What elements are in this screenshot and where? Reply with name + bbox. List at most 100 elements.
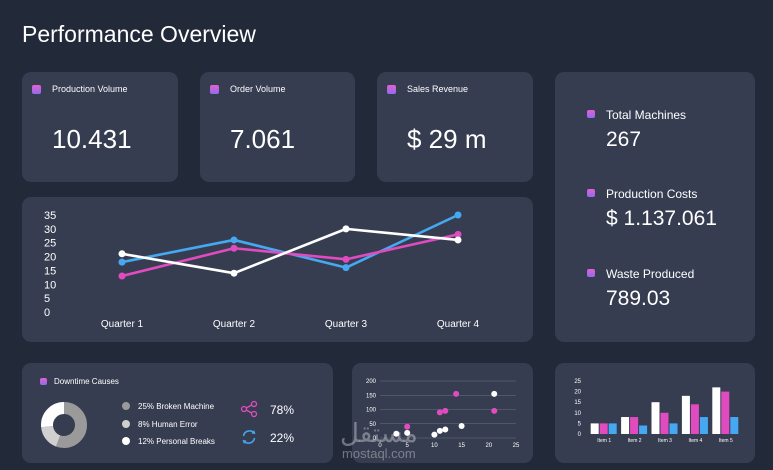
data-point-blue: [342, 264, 350, 272]
legend-item: 25% Broken Machine: [122, 402, 214, 411]
kpi-value: 10.431: [52, 124, 132, 154]
square-icon: [587, 110, 595, 118]
scatter-card[interactable]: 0 50 100 150 200 0 5 10 15 20 25: [352, 363, 533, 463]
y-tick-label: 0: [44, 307, 50, 319]
bar-blue: [608, 423, 617, 434]
scatter-point-pink: [436, 409, 443, 416]
x-tick-label: Quarter 2: [213, 319, 256, 330]
y-tick-label: 150: [366, 393, 377, 399]
summary-value: 267: [606, 128, 642, 151]
kpi-value: 7.061: [230, 124, 296, 154]
bar-chart: 0 5 10 15 20 25 Item 1 Item 2 Item 3 Item 4 Item 5: [574, 379, 739, 444]
scatter-point-white: [458, 423, 465, 430]
summary-value: $ 1.137.061: [606, 207, 717, 230]
data-point-blue: [454, 211, 462, 219]
y-tick-label: 200: [366, 379, 377, 385]
summary-card[interactable]: Total Machines 267 Production Costs $ 1.…: [555, 72, 755, 342]
legend-dot: [122, 437, 130, 445]
kpi-card-order-volume[interactable]: Order Volume 7.061: [200, 72, 355, 182]
downtime-card[interactable]: Downtime Causes 25% Broken Machine 8% Hu…: [22, 363, 333, 463]
y-tick-label: 15: [574, 400, 581, 406]
bar-blue: [730, 417, 739, 434]
scatter-point-white: [436, 427, 443, 434]
square-icon: [32, 85, 41, 94]
summary-label: Total Machines: [606, 108, 687, 122]
bar-blue: [699, 417, 708, 434]
y-tick-label: 25: [574, 379, 581, 385]
data-point-white: [230, 269, 238, 277]
y-tick-label: 0: [578, 432, 582, 438]
share-value: 78%: [270, 403, 295, 417]
watermark-domain: mostaql.com: [342, 446, 416, 461]
data-point-pink: [118, 272, 126, 280]
y-tick-label: 10: [574, 411, 581, 417]
x-tick-label: Item 5: [719, 438, 733, 444]
watermark-arabic: مستقل: [340, 418, 418, 448]
scatter-point-pink: [491, 407, 498, 414]
kpi-card-sales-revenue[interactable]: Sales Revenue $ 29 m: [377, 72, 533, 182]
legend-dot: [122, 420, 130, 428]
y-tick-label: 10: [44, 279, 56, 291]
donut-chart: [41, 402, 87, 448]
page-title: Performance Overview: [22, 21, 256, 47]
bar-pink: [660, 412, 669, 434]
square-icon: [587, 189, 595, 197]
scatter-point-white: [393, 430, 400, 437]
scatter-point-pink: [404, 423, 411, 430]
kpi-card-production-volume[interactable]: Production Volume 10.431: [22, 72, 178, 182]
bar-card[interactable]: 0 5 10 15 20 25 Item 1 Item 2 Item 3 Item 4 Item 5: [555, 363, 755, 463]
y-tick-label: 15: [44, 265, 56, 277]
scatter-point-pink: [442, 407, 449, 414]
y-tick-label: 5: [578, 421, 582, 427]
scatter-point-white: [442, 426, 449, 433]
kpi-label: Sales Revenue: [407, 84, 469, 94]
data-point-white: [118, 250, 126, 258]
summary-label: Waste Produced: [606, 267, 695, 281]
x-tick-label: 20: [485, 443, 492, 449]
y-tick-label: 20: [574, 390, 581, 396]
x-tick-label: 15: [458, 443, 465, 449]
summary-value: 789.03: [606, 287, 671, 310]
kpi-value: $ 29 m: [407, 124, 487, 154]
y-tick-label: 20: [44, 252, 56, 264]
bar-blue: [639, 425, 648, 434]
x-tick-label: Item 4: [688, 438, 702, 444]
y-tick-label: 35: [44, 210, 56, 222]
data-point-pink: [454, 230, 462, 238]
downtime-title: Downtime Causes: [54, 377, 119, 386]
y-tick-label: 30: [44, 224, 56, 236]
bar-white: [621, 417, 630, 434]
x-tick-label: Quarter 1: [101, 319, 144, 330]
x-tick-label: 5: [406, 443, 410, 449]
data-point-blue: [118, 258, 126, 266]
square-icon: [210, 85, 219, 94]
bar-white: [651, 402, 660, 434]
line-chart-card[interactable]: 0 5 10 15 20 25 30 35 Quarter 1 Quarter 2 Quarter …: [22, 197, 533, 342]
donut-slice: [41, 402, 87, 448]
bar-white: [590, 423, 599, 434]
bar-white: [712, 387, 721, 434]
y-tick-label: 50: [369, 422, 376, 428]
refresh-icon: [242, 430, 256, 444]
x-tick-label: Item 1: [597, 438, 611, 444]
data-point-blue: [230, 236, 238, 244]
scatter-point-white: [431, 431, 438, 438]
y-tick-label: 25: [44, 238, 56, 250]
share-icon: [240, 400, 258, 418]
kpi-label: Production Volume: [52, 84, 128, 94]
x-tick-label: Item 3: [658, 438, 672, 444]
bar-pink: [690, 404, 699, 434]
x-tick-label: 0: [378, 443, 382, 449]
x-tick-label: Quarter 3: [325, 319, 368, 330]
data-point-white: [454, 236, 462, 244]
data-point-white: [342, 225, 350, 233]
x-tick-label: 10: [431, 443, 438, 449]
legend-dot: [122, 402, 130, 410]
x-tick-label: Quarter 4: [437, 319, 480, 330]
legend-item: 8% Human Error: [122, 420, 198, 429]
x-tick-label: Item 2: [628, 438, 642, 444]
square-icon: [587, 269, 595, 277]
scatter-point-pink: [453, 390, 460, 397]
bar-white: [681, 395, 690, 434]
